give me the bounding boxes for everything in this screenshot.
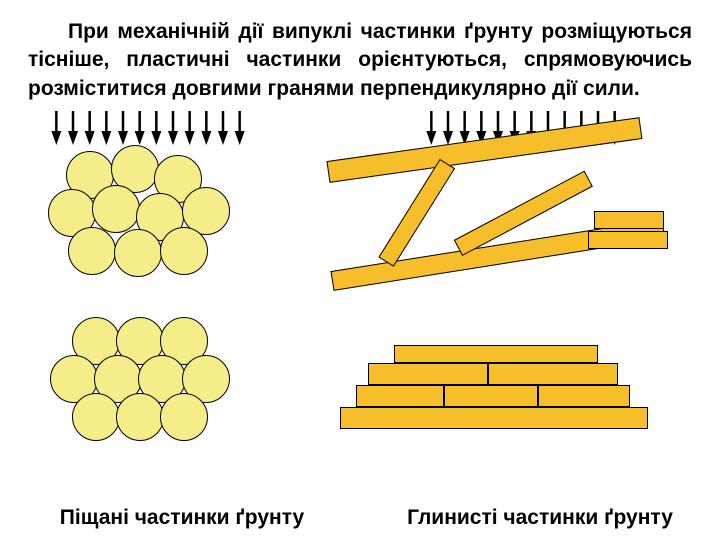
sand-particle	[92, 185, 140, 233]
clay-particle	[538, 385, 630, 407]
clay-particle	[394, 345, 598, 363]
sand-particle	[114, 229, 162, 277]
clay-particle	[594, 211, 664, 229]
clay-particle	[444, 385, 538, 407]
captions-row: Піщані частинки ґрунту Глинисті частинки…	[0, 506, 720, 530]
diagram-area	[28, 109, 692, 449]
sand-particle	[160, 393, 208, 441]
clay-particles-before	[328, 145, 668, 295]
clay-particle	[340, 407, 648, 429]
clay-particle	[488, 363, 618, 385]
clay-particle	[356, 385, 444, 407]
sand-particle	[68, 227, 116, 275]
clay-particle	[368, 363, 488, 385]
caption-clay: Глинисті частинки ґрунту	[360, 506, 720, 530]
clay-particle	[588, 231, 668, 249]
intro-text: При механічній дії випуклі частинки ґрун…	[28, 18, 692, 103]
sand-particle	[72, 393, 120, 441]
sand-particle	[116, 393, 164, 441]
sand-particle	[160, 227, 208, 275]
force-arrows-left	[48, 109, 248, 145]
clay-particle	[378, 159, 455, 267]
caption-sand: Піщані частинки ґрунту	[0, 506, 360, 530]
